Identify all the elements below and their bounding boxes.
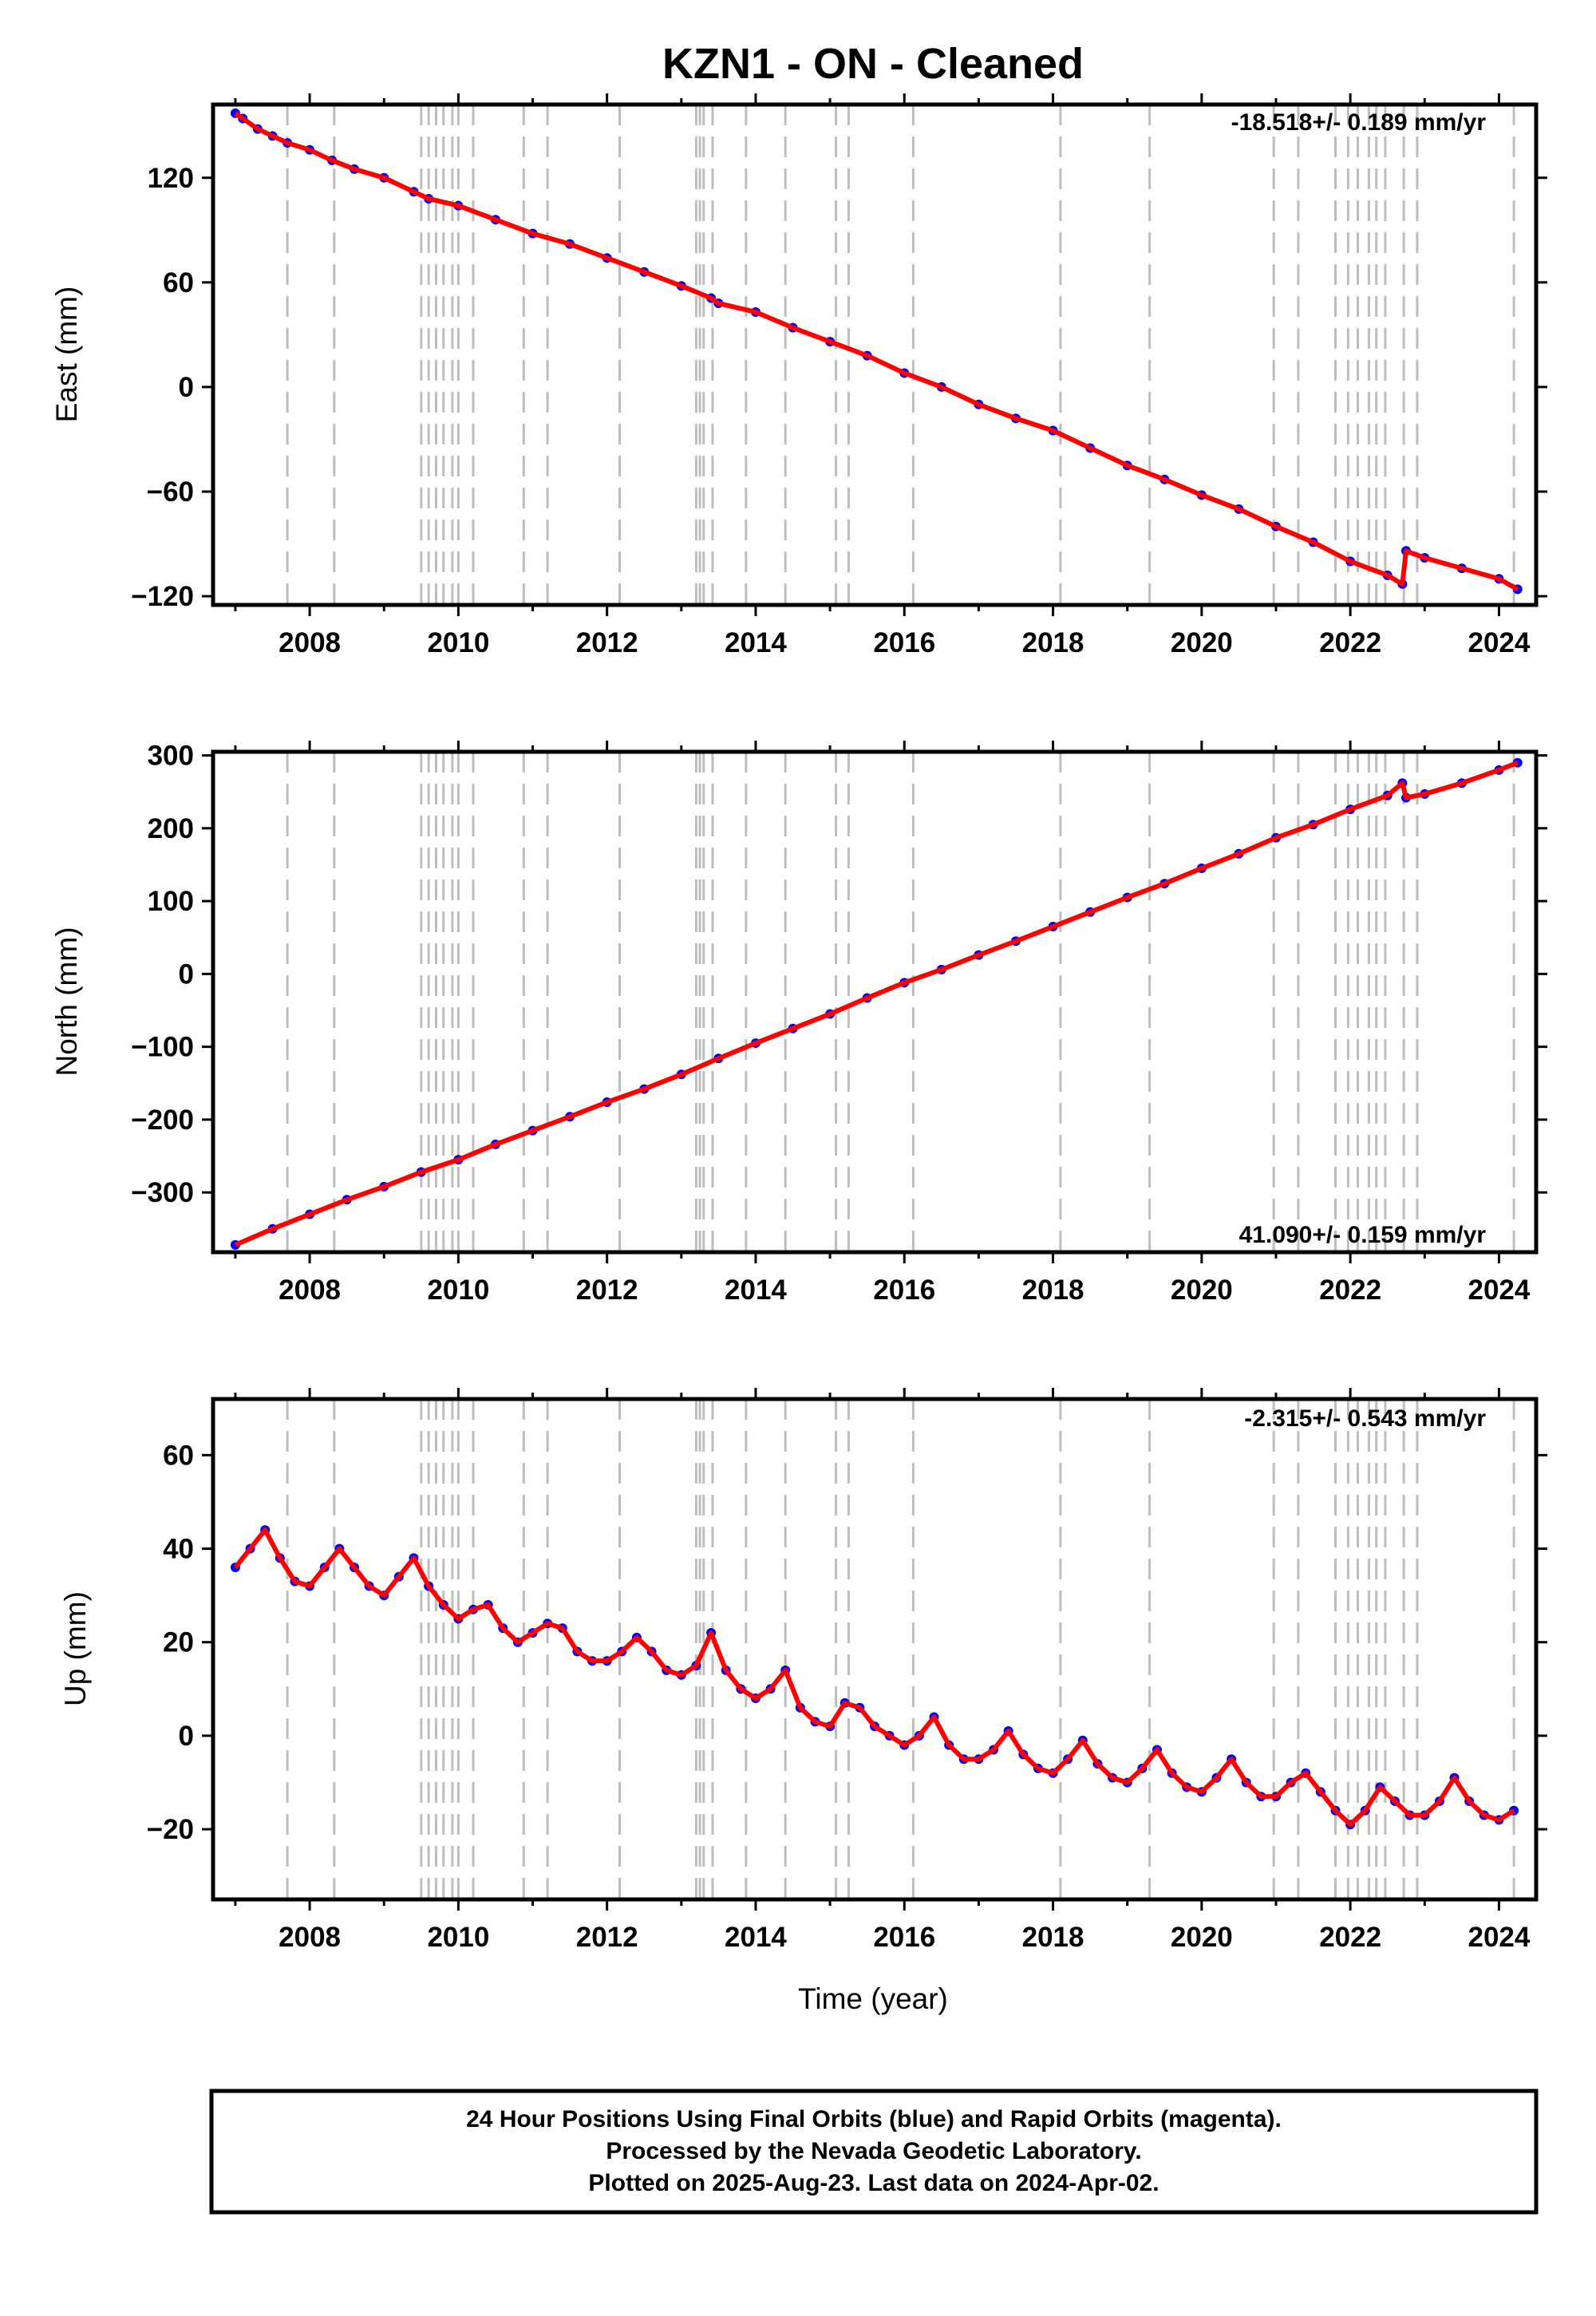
north-x-tick-label: 2022 <box>1319 1275 1381 1306</box>
footer-line-orbits: 24 Hour Positions Using Final Orbits (bl… <box>466 2106 1282 2132</box>
north-x-tick-label: 2008 <box>279 1275 341 1306</box>
east-x-tick-label: 2024 <box>1468 627 1530 658</box>
east-x-tick-label: 2016 <box>873 627 935 658</box>
north-y-tick-label: −300 <box>131 1177 194 1208</box>
up-x-tick-label: 2022 <box>1319 1922 1381 1953</box>
figure-title: KZN1 - ON - Cleaned <box>662 40 1084 88</box>
east-y-tick-label: 0 <box>179 372 194 403</box>
north-x-tick-label: 2012 <box>576 1275 638 1306</box>
north-y-axis-label: North (mm) <box>50 927 83 1076</box>
up-plot-frame <box>211 1397 1539 1902</box>
north-panel: 2008 2010 2012 2014 2016 2018 2020 2022 2024 −300… <box>50 741 1547 1306</box>
x-axis-label: Time (year) <box>798 1982 948 2015</box>
east-model-line <box>234 111 1519 591</box>
east-x-tick-label: 2008 <box>279 627 341 658</box>
north-y-tick-label: 200 <box>148 813 194 844</box>
up-x-tick-label: 2012 <box>576 1922 638 1953</box>
footer-line-plot-date: Plotted on 2025-Aug-23. Last data on 202… <box>588 2170 1159 2196</box>
east-plot-frame <box>211 102 1539 607</box>
up-x-tick-label: 2018 <box>1022 1922 1084 1953</box>
north-plot-frame <box>211 749 1539 1255</box>
north-x-tick-label: 2018 <box>1022 1275 1084 1306</box>
up-x-tick-label: 2014 <box>725 1922 787 1953</box>
up-panel: 2008 2010 2012 2014 2016 2018 2020 2022 2024 −20 0… <box>59 1388 1547 1953</box>
north-y-tick-label: 0 <box>179 958 194 990</box>
up-y-axis-label: Up (mm) <box>59 1591 92 1706</box>
up-y-tick-label: 0 <box>179 1721 194 1752</box>
north-axis-ticks: 2008 2010 2012 2014 2016 2018 2020 2022 2024 −300… <box>131 741 1547 1306</box>
east-x-tick-label: 2020 <box>1171 627 1233 658</box>
up-model-line <box>233 1528 1515 1828</box>
east-y-tick-label: −60 <box>147 476 194 508</box>
north-x-tick-label: 2016 <box>873 1275 935 1306</box>
up-axis-ticks: 2008 2010 2012 2014 2016 2018 2020 2022 2024 −20 0… <box>147 1388 1547 1953</box>
north-y-tick-label: 300 <box>148 741 194 772</box>
up-x-tick-label: 2024 <box>1468 1922 1530 1953</box>
north-rate-annotation: 41.090+/- 0.159 mm/yr <box>1239 1222 1487 1248</box>
east-panel: 2008 2010 2012 2014 2016 2018 2020 2022 2024 −120… <box>50 93 1547 658</box>
north-x-tick-label: 2014 <box>725 1275 787 1306</box>
up-x-tick-label: 2020 <box>1171 1922 1233 1953</box>
north-x-tick-label: 2010 <box>427 1275 489 1306</box>
east-y-tick-label: 120 <box>148 163 194 194</box>
east-y-tick-label: −120 <box>131 581 194 612</box>
up-x-tick-label: 2016 <box>873 1922 935 1953</box>
north-y-tick-label: −200 <box>131 1105 194 1136</box>
up-y-tick-label: 40 <box>163 1534 194 1565</box>
up-y-tick-label: 20 <box>163 1627 194 1658</box>
up-event-lines <box>286 1399 1515 1899</box>
east-y-tick-label: 60 <box>163 267 194 298</box>
up-y-tick-label: −20 <box>147 1814 194 1845</box>
footer-box: 24 Hour Positions Using Final Orbits (bl… <box>209 2089 1539 2215</box>
north-x-tick-label: 2020 <box>1171 1275 1233 1306</box>
up-x-tick-label: 2010 <box>427 1922 489 1953</box>
east-axis-ticks: 2008 2010 2012 2014 2016 2018 2020 2022 2024 −120… <box>131 93 1547 658</box>
north-x-tick-label: 2024 <box>1468 1275 1530 1306</box>
east-event-lines <box>286 105 1515 605</box>
north-model-line <box>234 760 1519 1247</box>
east-x-tick-label: 2018 <box>1022 627 1084 658</box>
up-panel-background <box>213 1399 1536 1899</box>
east-x-tick-label: 2012 <box>576 627 638 658</box>
east-x-tick-label: 2010 <box>427 627 489 658</box>
east-rate-annotation: -18.518+/- 0.189 mm/yr <box>1231 109 1487 136</box>
east-y-axis-label: East (mm) <box>50 287 83 423</box>
footer-frame <box>209 2089 1539 2215</box>
east-x-tick-label: 2014 <box>725 627 787 658</box>
east-panel-background <box>213 105 1536 605</box>
footer-line-processed-by: Processed by the Nevada Geodetic Laborat… <box>606 2138 1141 2164</box>
east-x-tick-label: 2022 <box>1319 627 1381 658</box>
north-y-tick-label: 100 <box>148 886 194 917</box>
up-y-tick-label: 60 <box>163 1440 194 1471</box>
north-y-tick-label: −100 <box>131 1032 194 1063</box>
up-rate-annotation: -2.315+/- 0.543 mm/yr <box>1244 1405 1486 1432</box>
up-x-tick-label: 2008 <box>279 1922 341 1953</box>
